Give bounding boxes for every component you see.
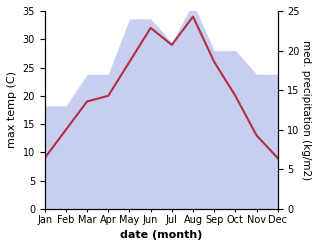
Y-axis label: med. precipitation (kg/m2): med. precipitation (kg/m2) — [301, 40, 311, 180]
X-axis label: date (month): date (month) — [120, 230, 203, 240]
Y-axis label: max temp (C): max temp (C) — [7, 71, 17, 148]
